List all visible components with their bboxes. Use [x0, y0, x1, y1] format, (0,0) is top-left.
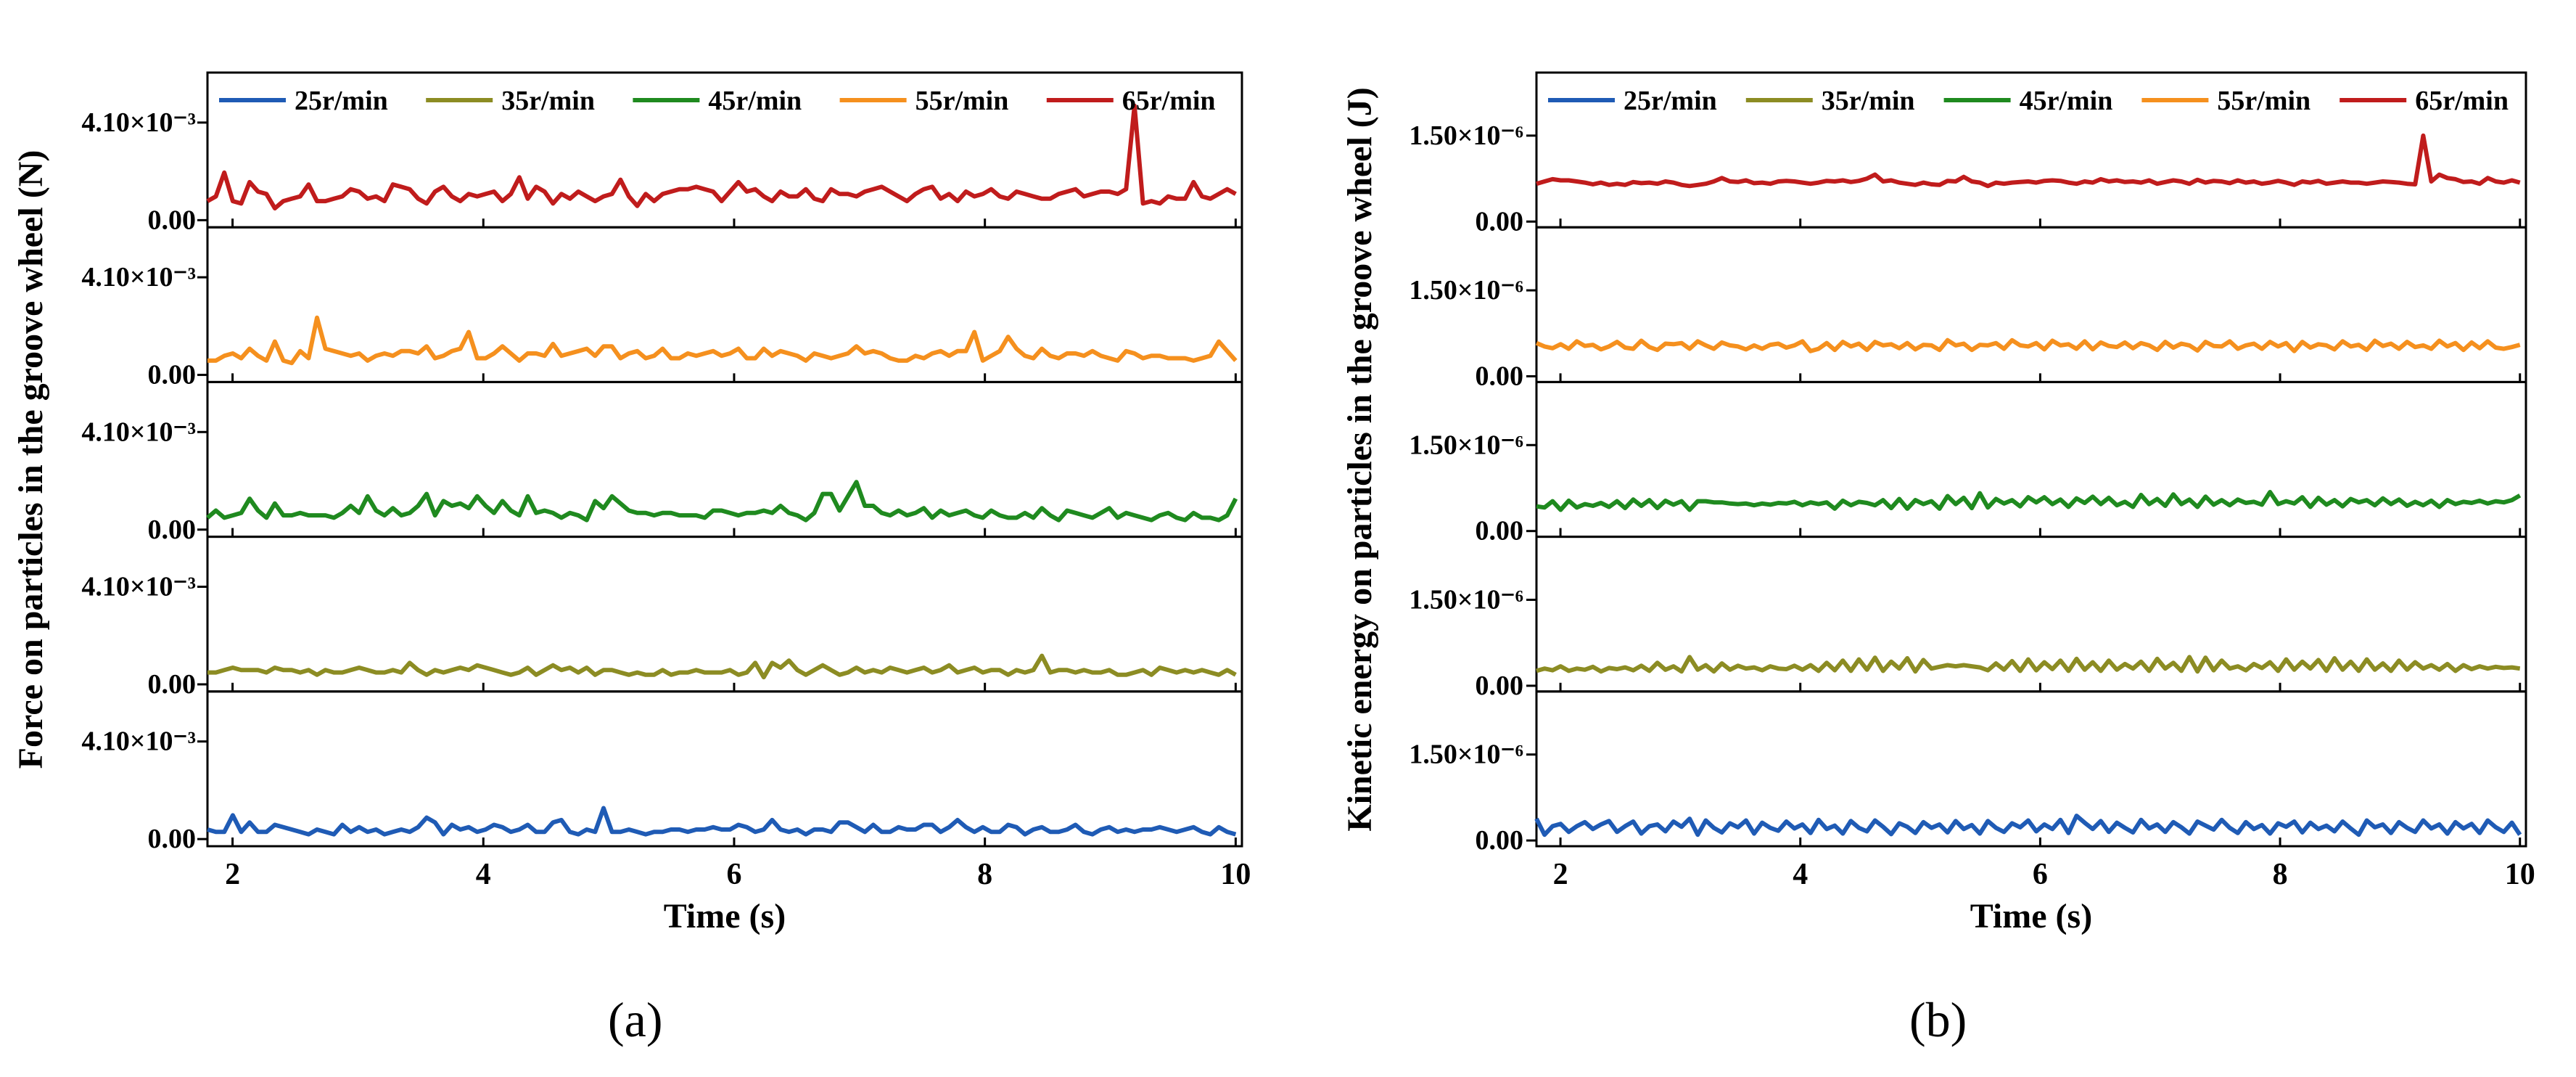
series-line-65r/min — [1536, 133, 2521, 189]
y-tick-label: 4.10×10⁻³ — [81, 107, 196, 138]
series-line-55r/min — [1535, 337, 2521, 353]
panel-frame — [206, 71, 1243, 229]
legend-label: 25r/min — [1624, 86, 1717, 116]
panel-label-b: (b) — [1909, 992, 1967, 1047]
panel-frame — [1535, 71, 2527, 229]
x-tick-label: 6 — [2033, 858, 2048, 891]
series-line-45r/min — [206, 480, 1238, 523]
y-tick-label: 4.10×10⁻³ — [81, 262, 196, 292]
legend-label: 35r/min — [501, 86, 595, 116]
legend-label: 45r/min — [708, 86, 802, 116]
x-tick-label: 10 — [2505, 858, 2535, 891]
legend-label: 35r/min — [1822, 86, 1915, 116]
x-tick-label: 8 — [977, 858, 992, 891]
legend-label: 65r/min — [1122, 86, 1216, 116]
y-axis-label: Kinetic energy on particles in the groov… — [1341, 87, 1379, 832]
series-line-25r/min — [207, 806, 1237, 837]
series-line-35r/min — [207, 653, 1237, 680]
legend-label: 55r/min — [915, 86, 1009, 116]
y-tick-label: 0.00 — [1476, 671, 1524, 701]
y-tick-label: 1.50×10⁻⁶ — [1409, 275, 1523, 306]
y-tick-label: 0.00 — [148, 360, 197, 390]
x-axis-label: Time (s) — [1970, 897, 2092, 935]
x-tick-label: 10 — [1220, 858, 1251, 891]
panel-frame — [1535, 380, 2527, 538]
y-tick-label: 0.00 — [148, 669, 197, 700]
x-tick-label: 2 — [1553, 858, 1568, 891]
x-tick-label: 8 — [2273, 858, 2288, 891]
y-tick-label: 4.10×10⁻³ — [81, 726, 196, 757]
y-tick-label: 0.00 — [1476, 825, 1524, 856]
y-tick-label: 1.50×10⁻⁶ — [1409, 430, 1523, 460]
series-line-65r/min — [206, 103, 1237, 210]
y-tick-label: 0.00 — [148, 824, 197, 854]
legend-label: 55r/min — [2217, 86, 2310, 116]
y-axis-label: Force on particles in the groove wheel (… — [12, 150, 50, 769]
legend-label: 45r/min — [2020, 86, 2113, 116]
legend-label: 65r/min — [2415, 86, 2509, 116]
x-axis-label: Time (s) — [664, 897, 786, 935]
panel-frame — [1535, 226, 2527, 383]
x-tick-label: 4 — [1793, 858, 1808, 891]
y-tick-label: 1.50×10⁻⁶ — [1409, 740, 1523, 770]
series-line-55r/min — [207, 315, 1238, 366]
y-tick-label: 0.00 — [148, 515, 197, 545]
series-line-25r/min — [1534, 814, 2522, 838]
panel-label-a: (a) — [608, 992, 663, 1047]
y-tick-label: 0.00 — [148, 205, 197, 235]
x-tick-label: 6 — [726, 858, 741, 891]
legend-label: 25r/min — [295, 86, 388, 116]
x-tick-label: 4 — [476, 858, 491, 891]
y-tick-label: 1.50×10⁻⁶ — [1409, 584, 1523, 615]
series-line-35r/min — [1536, 655, 2521, 674]
y-tick-label: 4.10×10⁻³ — [81, 571, 196, 602]
y-tick-label: 1.50×10⁻⁶ — [1409, 120, 1523, 151]
y-tick-label: 0.00 — [1476, 361, 1524, 392]
series-line-45r/min — [1536, 490, 2522, 512]
y-tick-label: 4.10×10⁻³ — [81, 417, 196, 447]
x-tick-label: 2 — [225, 858, 240, 891]
y-tick-label: 0.00 — [1476, 206, 1524, 237]
y-tick-label: 0.00 — [1476, 516, 1524, 546]
